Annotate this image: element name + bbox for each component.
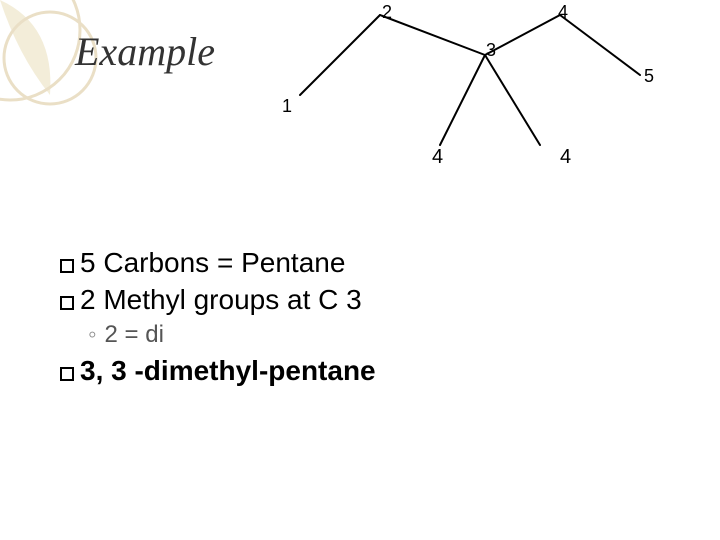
page-title: Example bbox=[75, 28, 215, 75]
carbon-label: 1 bbox=[282, 96, 292, 117]
carbon-label: 3 bbox=[486, 40, 496, 61]
sub-bullet-text: 2 = di bbox=[105, 321, 164, 348]
slide: Example 1 2 3 4 5 4 4 5 Carbons = Pentane 2 Me… bbox=[0, 0, 720, 540]
carbon-label: 4 bbox=[558, 2, 568, 23]
carbon-label: 2 bbox=[382, 2, 392, 23]
bullet-list: 5 Carbons = Pentane 2 Methyl groups at C… bbox=[60, 245, 376, 390]
bullet-3-text: 3, 3 -dimethyl-pentane bbox=[80, 355, 376, 386]
corner-decor bbox=[0, 0, 180, 180]
skeletal-diagram bbox=[280, 5, 660, 185]
carbon-label: 4 bbox=[432, 146, 443, 169]
bullet-1: 5 Carbons = Pentane bbox=[60, 245, 376, 280]
carbon-label: 5 bbox=[644, 66, 654, 87]
sub-bullet-marker: ◦ bbox=[88, 321, 97, 348]
sub-bullet: ◦ 2 = di bbox=[88, 321, 376, 349]
square-bullet-icon bbox=[60, 367, 74, 381]
bullet-2-text: 2 Methyl groups at C 3 bbox=[80, 284, 362, 315]
carbon-label: 4 bbox=[560, 146, 571, 169]
bullet-2: 2 Methyl groups at C 3 bbox=[60, 282, 376, 317]
square-bullet-icon bbox=[60, 259, 74, 273]
bullet-3: 3, 3 -dimethyl-pentane bbox=[60, 353, 376, 388]
bullet-1-text: 5 Carbons = Pentane bbox=[80, 247, 345, 278]
square-bullet-icon bbox=[60, 296, 74, 310]
